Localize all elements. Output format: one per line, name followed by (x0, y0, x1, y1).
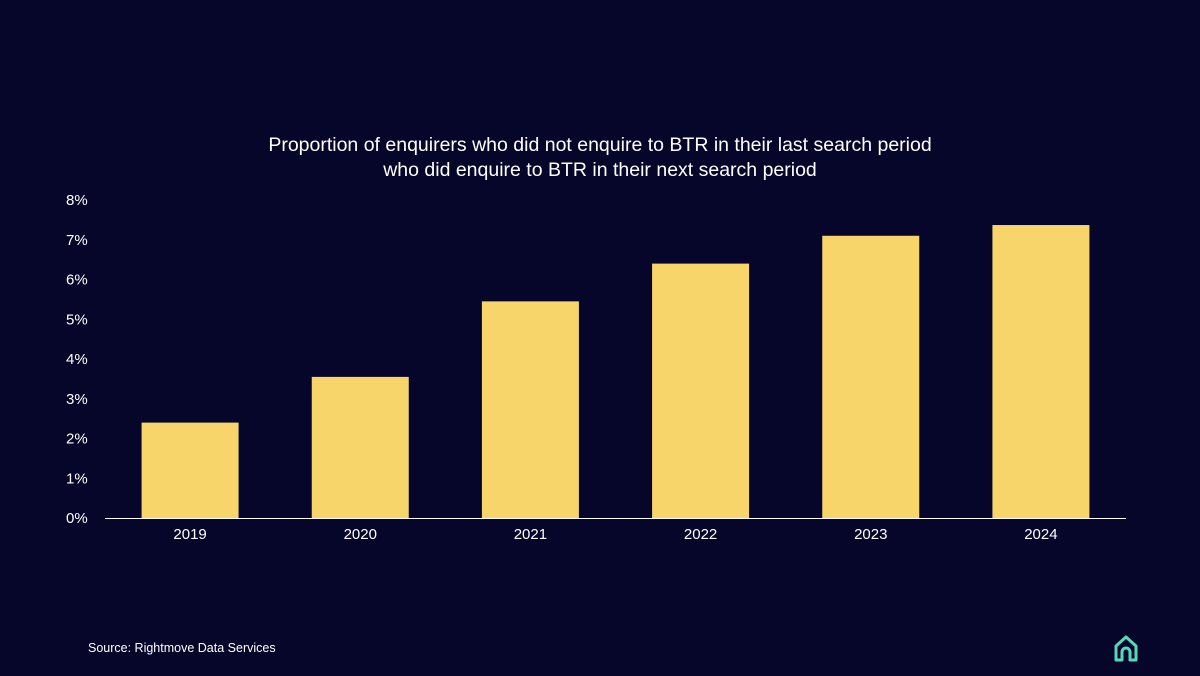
x-tick-label: 2023 (854, 526, 887, 543)
x-tick-label: 2020 (344, 526, 377, 543)
y-tick-label: 4% (66, 351, 88, 368)
x-tick-label: 2024 (1024, 526, 1057, 543)
bar-2021 (481, 301, 579, 518)
y-tick-label: 5% (66, 311, 88, 328)
chart-title-line-2: who did enquire to BTR in their next sea… (383, 159, 817, 181)
y-tick-label: 6% (66, 272, 88, 289)
bar-2024 (992, 225, 1090, 519)
source-note: Source: Rightmove Data Services (88, 641, 276, 655)
bar-2022 (652, 263, 750, 518)
x-tick-label: 2021 (514, 526, 547, 543)
chart-title: Proportion of enquirers who did not enqu… (0, 133, 1200, 183)
y-tick-label: 1% (66, 470, 88, 487)
y-tick-label: 8% (66, 192, 88, 209)
house-icon (1114, 635, 1138, 662)
bar-2020 (311, 376, 409, 518)
y-tick-label: 2% (66, 431, 88, 448)
chart-title-line-1: Proportion of enquirers who did not enqu… (268, 134, 932, 156)
x-tick-label: 2019 (173, 526, 206, 543)
bar-2023 (822, 235, 920, 518)
x-tick-label: 2022 (684, 526, 717, 543)
bar-2019 (141, 422, 239, 518)
y-tick-label: 3% (66, 391, 88, 408)
y-tick-label: 7% (66, 232, 88, 249)
y-tick-label: 0% (66, 510, 88, 527)
